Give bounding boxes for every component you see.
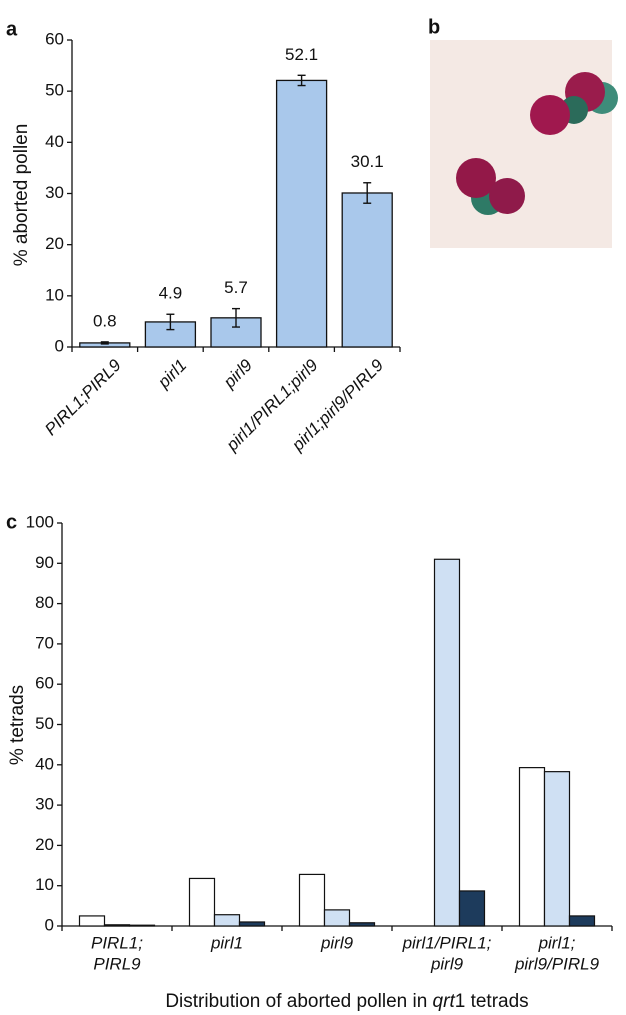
x-tick-label: pirl1 — [210, 933, 243, 952]
y-tick-label: 90 — [35, 553, 54, 572]
x-tick-label: PIRL1; — [91, 933, 143, 952]
y-tick-label: 70 — [35, 633, 54, 652]
x-tick-label: PIRL1;PIRL9 — [41, 355, 125, 439]
bar — [105, 925, 130, 926]
y-tick-label: 40 — [45, 132, 64, 151]
pollen-photo — [430, 40, 618, 248]
bar — [277, 80, 327, 347]
x-axis-label-part: qrt — [433, 991, 456, 1012]
panel-label: a — [6, 18, 18, 40]
y-tick-label: 30 — [45, 183, 64, 202]
x-tick-label: pirl1; — [538, 933, 576, 952]
y-tick-label: 40 — [35, 754, 54, 773]
x-tick-label: pirl9 — [219, 355, 256, 392]
y-tick-label: 100 — [26, 512, 54, 531]
value-label: 30.1 — [351, 152, 384, 171]
bar — [325, 910, 350, 926]
bar — [342, 193, 392, 347]
bar — [130, 925, 155, 926]
x-tick-label: pirl9 — [430, 954, 464, 973]
x-axis-label: Distribution of aborted pollen in qrt1 t… — [165, 991, 528, 1012]
bar — [435, 559, 460, 926]
value-label: 4.9 — [159, 284, 183, 303]
value-label: 0.8 — [93, 311, 117, 330]
y-axis-label: % aborted pollen — [11, 124, 32, 267]
panel-label: b — [428, 16, 440, 38]
y-tick-label: 20 — [35, 835, 54, 854]
y-axis-label: % tetrads — [7, 685, 28, 765]
y-tick-label: 50 — [35, 714, 54, 733]
y-tick-label: 10 — [45, 285, 64, 304]
value-label: 52.1 — [285, 45, 318, 64]
figure: a b c 0 10 20 30 40 50 60 % aborted pollen 0.8 PI… — [0, 0, 626, 1015]
bar — [350, 923, 375, 926]
panel-label: c — [6, 511, 17, 533]
x-tick-label: pirl1/PIRL1; — [402, 933, 492, 952]
bar — [545, 772, 570, 926]
y-tick-label: 10 — [35, 875, 54, 894]
y-tick-label: 80 — [35, 593, 54, 612]
x-axis-label-part: Distribution of aborted pollen in — [165, 991, 432, 1012]
bar — [80, 916, 105, 926]
bar — [190, 878, 215, 926]
y-tick-label: 60 — [35, 674, 54, 693]
y-tick-label: 0 — [45, 915, 54, 934]
x-tick-label: pirl9 — [320, 933, 354, 952]
photo-background — [430, 40, 612, 248]
bar — [520, 768, 545, 926]
bar — [570, 916, 595, 926]
x-axis-label-part: 1 tetrads — [455, 991, 529, 1012]
x-tick-label: PIRL9 — [93, 954, 141, 973]
bar — [215, 915, 240, 926]
y-tick-label: 20 — [45, 234, 64, 253]
bar — [300, 874, 325, 926]
pollen — [489, 178, 525, 214]
y-tick-label: 60 — [45, 29, 64, 48]
y-tick-label: 30 — [35, 795, 54, 814]
value-label: 5.7 — [224, 278, 248, 297]
bar — [460, 891, 485, 926]
x-tick-label: pirl9/PIRL9 — [514, 954, 600, 973]
pollen — [530, 95, 570, 135]
y-tick-label: 0 — [55, 336, 64, 355]
x-tick-label: pirl1 — [154, 356, 191, 393]
bar — [240, 922, 265, 926]
y-tick-label: 50 — [45, 81, 64, 100]
